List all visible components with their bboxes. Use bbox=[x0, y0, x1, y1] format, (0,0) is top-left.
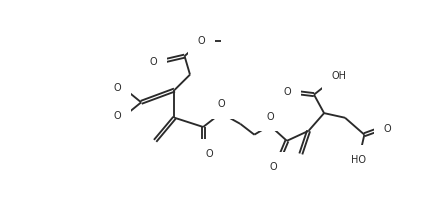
Text: O: O bbox=[113, 111, 121, 121]
Text: O: O bbox=[205, 149, 213, 159]
Text: O: O bbox=[197, 36, 205, 46]
Text: O: O bbox=[266, 112, 273, 122]
Text: O: O bbox=[269, 162, 276, 172]
Text: O: O bbox=[113, 84, 121, 93]
Text: O: O bbox=[283, 87, 291, 97]
Text: OH: OH bbox=[331, 71, 346, 81]
Text: HO: HO bbox=[351, 155, 365, 165]
Text: O: O bbox=[149, 56, 157, 67]
Text: O: O bbox=[217, 99, 224, 109]
Text: O: O bbox=[383, 123, 391, 134]
